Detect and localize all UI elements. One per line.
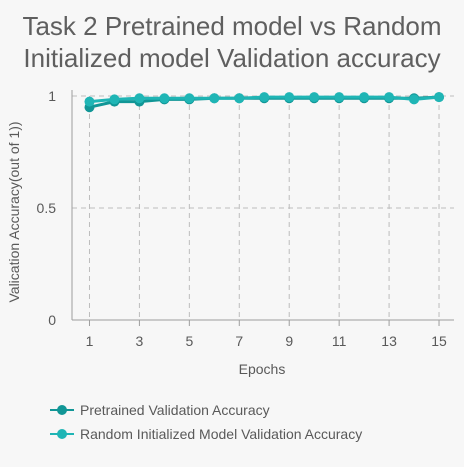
grid — [72, 95, 454, 320]
series-1-point — [134, 93, 145, 104]
chart-title-line-1: Task 2 Pretrained model vs Random — [22, 11, 442, 41]
chart-title-line-2: Initialized model Validation accuracy — [23, 43, 441, 73]
series-1-point — [434, 92, 445, 103]
plot-area: 00.511 3 5 7 9 11 13 15 Epochs Valication Accur… — [6, 88, 454, 377]
chart-title: Task 2 Pretrained model vs Random Initia… — [0, 10, 464, 74]
series-1-point — [384, 92, 395, 103]
series-1-point — [409, 94, 420, 105]
legend-label-random: Random Initialized Model Validation Accu… — [80, 426, 363, 442]
series-1-point — [159, 93, 170, 104]
legend-item-random[interactable]: Random Initialized Model Validation Accu… — [50, 422, 362, 446]
legend-swatch-random — [50, 427, 74, 441]
y-tick-label: 0 — [48, 312, 56, 328]
x-tick-label: 7 — [235, 333, 243, 349]
y-tick-label: 0.5 — [37, 200, 57, 216]
x-tick-label: 5 — [185, 333, 193, 349]
legend-item-pretrained[interactable]: Pretrained Validation Accuracy — [50, 398, 362, 422]
x-tick-label: 1 — [86, 333, 94, 349]
x-axis-title: Epochs — [239, 361, 286, 377]
series-1-point — [84, 96, 95, 107]
x-tick-label: 13 — [381, 333, 397, 349]
series-1-point — [359, 92, 370, 103]
x-tick-label: 3 — [136, 333, 144, 349]
y-axis-title: Valication Accuracy(out of 1)) — [6, 121, 22, 302]
x-tick-label: 11 — [332, 333, 347, 349]
series-1-point — [184, 93, 195, 104]
series-1-point — [259, 92, 270, 103]
y-tick-label: 1 — [48, 88, 56, 104]
legend-label-pretrained: Pretrained Validation Accuracy — [80, 402, 270, 418]
legend: Pretrained Validation Accuracy Random In… — [50, 398, 362, 446]
legend-swatch-pretrained — [50, 403, 74, 417]
x-tick-label: 15 — [431, 333, 447, 349]
series-1-point — [284, 92, 295, 103]
series-1-point — [109, 94, 120, 105]
series-layer — [84, 92, 445, 113]
series-1-point — [209, 93, 220, 104]
series-1-point — [334, 92, 345, 103]
series-1-point — [234, 93, 245, 104]
x-tick-label: 9 — [285, 333, 293, 349]
series-1-point — [309, 92, 320, 103]
axes: 00.511 3 5 7 9 11 13 15 — [37, 88, 454, 349]
